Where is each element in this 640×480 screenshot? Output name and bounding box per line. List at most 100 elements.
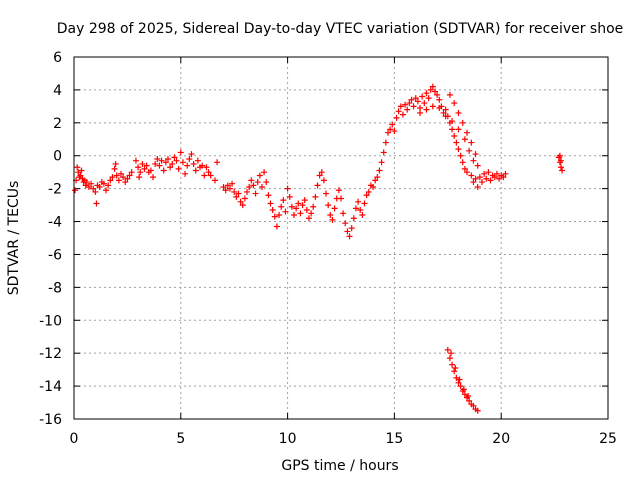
data-point xyxy=(406,100,413,107)
data-point xyxy=(117,170,124,177)
y-tick-label: -10 xyxy=(39,313,62,329)
data-point xyxy=(474,162,481,169)
data-point xyxy=(250,182,257,189)
data-point xyxy=(436,105,443,112)
data-point xyxy=(126,172,133,179)
data-point xyxy=(449,126,456,133)
data-point xyxy=(214,159,221,166)
data-point xyxy=(440,109,447,116)
data-point xyxy=(559,167,566,174)
data-point xyxy=(120,174,127,181)
data-point xyxy=(136,174,143,181)
x-tick-label: 5 xyxy=(176,431,185,447)
data-point xyxy=(331,205,338,212)
data-point xyxy=(344,228,351,235)
data-point xyxy=(558,157,565,164)
data-point xyxy=(135,164,142,171)
data-point xyxy=(380,149,387,156)
data-point xyxy=(78,167,85,174)
data-point xyxy=(442,113,449,120)
data-point xyxy=(384,129,391,136)
data-point xyxy=(558,164,565,171)
data-point xyxy=(261,169,268,176)
data-point xyxy=(109,174,116,181)
data-point xyxy=(314,182,321,189)
data-point xyxy=(132,157,139,164)
data-point xyxy=(404,106,411,113)
data-point xyxy=(137,169,144,176)
data-point xyxy=(112,160,119,167)
data-point xyxy=(237,198,244,205)
data-point xyxy=(222,187,229,194)
chart-title: Day 298 of 2025, Sidereal Day-to-day VTE… xyxy=(57,21,624,37)
data-point xyxy=(115,177,122,184)
data-point xyxy=(147,167,154,174)
y-tick-label: -6 xyxy=(48,247,62,263)
data-point xyxy=(122,179,129,186)
data-point xyxy=(372,177,379,184)
data-point xyxy=(160,167,167,174)
data-point xyxy=(436,96,443,103)
data-point xyxy=(421,100,428,107)
data-point xyxy=(402,101,409,108)
data-point xyxy=(452,364,459,371)
data-point xyxy=(310,203,317,210)
data-point xyxy=(417,109,424,116)
data-point xyxy=(77,172,84,179)
data-point xyxy=(470,179,477,186)
data-point xyxy=(397,103,404,110)
data-point xyxy=(464,169,471,176)
data-point xyxy=(267,200,274,207)
data-point xyxy=(186,156,193,163)
data-point xyxy=(451,132,458,139)
y-tick-label: 2 xyxy=(53,116,62,132)
data-point xyxy=(226,185,233,192)
data-point xyxy=(348,225,355,232)
data-point xyxy=(188,151,195,158)
data-point xyxy=(152,160,159,167)
data-point xyxy=(446,91,453,98)
data-point xyxy=(419,93,426,100)
data-point xyxy=(124,175,131,182)
data-point xyxy=(256,172,263,179)
x-tick-label: 15 xyxy=(385,431,403,447)
data-point xyxy=(192,167,199,174)
data-point xyxy=(340,210,347,217)
data-point xyxy=(284,185,291,192)
data-point xyxy=(448,350,455,357)
data-point xyxy=(158,157,165,164)
data-point xyxy=(299,202,306,209)
data-point xyxy=(182,170,189,177)
data-point xyxy=(423,90,430,97)
data-point xyxy=(365,188,372,195)
data-point xyxy=(327,211,334,218)
data-point xyxy=(179,159,186,166)
data-point xyxy=(74,164,81,171)
data-point xyxy=(280,197,287,204)
data-point xyxy=(265,192,272,199)
data-point xyxy=(474,183,481,190)
data-point xyxy=(269,207,276,214)
data-point xyxy=(338,195,344,202)
data-point xyxy=(224,182,231,189)
data-point xyxy=(111,165,118,172)
y-tick-label: -16 xyxy=(39,412,62,428)
y-tick-labels: 6 4 2 0 -2 -4 -6 -8 -10 -12 -14 -16 xyxy=(39,50,62,428)
data-point xyxy=(301,197,308,204)
data-point xyxy=(491,174,498,181)
x-tick-label: 0 xyxy=(70,431,79,447)
grid-lines xyxy=(74,57,608,419)
data-point xyxy=(493,170,500,177)
data-point xyxy=(239,202,246,209)
data-point xyxy=(235,190,242,197)
data-point xyxy=(357,207,364,214)
data-point xyxy=(103,187,110,194)
data-point xyxy=(474,407,481,414)
data-point xyxy=(271,213,278,220)
data-point xyxy=(442,106,449,113)
data-point xyxy=(286,193,293,200)
data-point xyxy=(312,193,319,200)
data-point xyxy=(352,205,359,212)
data-point xyxy=(370,183,377,190)
